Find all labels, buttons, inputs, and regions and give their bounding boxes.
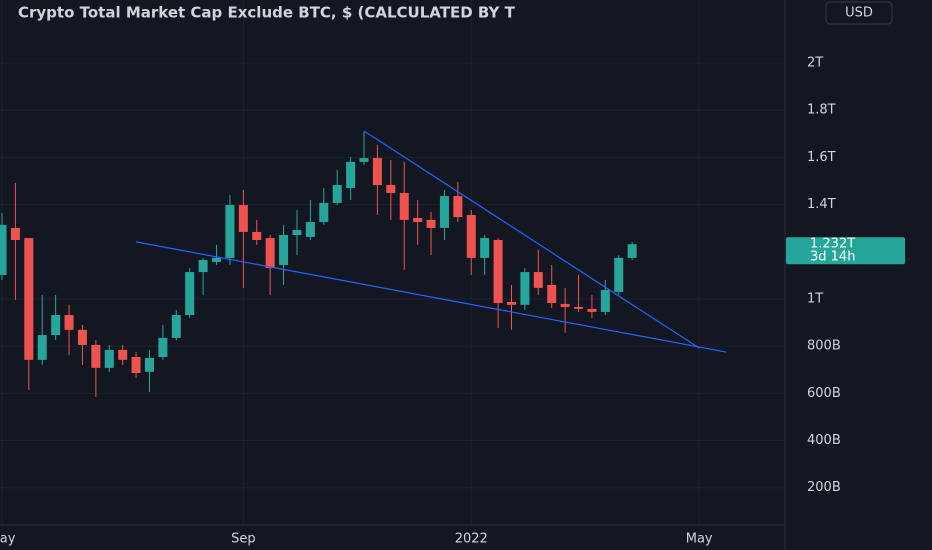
chart-title: Crypto Total Market Cap Exclude BTC, $ (… xyxy=(18,4,516,22)
last-price-tag xyxy=(786,237,905,265)
candle-body xyxy=(480,238,490,258)
candle-body xyxy=(292,230,302,236)
candle-body xyxy=(466,214,476,258)
x-tick-label: Sep xyxy=(231,532,256,547)
plot-area xyxy=(0,130,727,397)
candle-body xyxy=(614,257,624,292)
x-tick-label: May xyxy=(0,532,16,547)
candle-body xyxy=(359,158,369,162)
y-tick-label: 1T xyxy=(807,291,823,306)
y-tick-label: 600B xyxy=(807,386,841,401)
candle-body xyxy=(399,193,409,220)
last-price-label: 1.232T xyxy=(810,237,855,252)
candle-body xyxy=(533,272,543,288)
candle-body xyxy=(439,196,449,228)
candle-body xyxy=(520,272,530,305)
x-tick-label: May xyxy=(686,532,713,547)
candle-body xyxy=(386,184,396,194)
candle-body xyxy=(319,202,329,223)
candle-body xyxy=(305,222,315,237)
candle-body xyxy=(453,196,463,218)
grid xyxy=(0,0,785,525)
y-tick-label: 1.6T xyxy=(807,150,836,165)
y-tick-label: 800B xyxy=(807,339,841,354)
candle-body xyxy=(600,289,610,312)
candle-body xyxy=(413,218,423,223)
candle-body xyxy=(493,239,503,303)
candle-body xyxy=(51,315,61,336)
candle-body xyxy=(560,303,570,307)
candle-body xyxy=(158,337,168,357)
candle-body xyxy=(332,184,342,203)
candle-body xyxy=(225,205,235,258)
trendline xyxy=(135,241,727,353)
y-tick-label: 1.8T xyxy=(807,103,836,118)
candle-body xyxy=(212,257,222,262)
candle-body xyxy=(37,335,47,360)
candle-body xyxy=(131,357,141,374)
x-tick-label: 2022 xyxy=(455,532,488,547)
candle-body xyxy=(252,231,262,240)
trendline xyxy=(363,130,700,349)
y-tick-label: 400B xyxy=(807,433,841,448)
title-area: Crypto Total Market Cap Exclude BTC, $ (… xyxy=(18,4,516,22)
currency-button-label[interactable]: USD xyxy=(845,6,873,21)
candle-body xyxy=(587,308,597,312)
candle-body xyxy=(198,260,208,273)
y-tick-label: 200B xyxy=(807,480,841,495)
y-tick-label: 2T xyxy=(807,56,823,71)
countdown-label: 3d 14h xyxy=(810,250,855,265)
axes: 200B 400B 600B 800B 1T 1.4T 1.6T 1.8T 2T May Sep 20… xyxy=(0,56,905,547)
candle-body xyxy=(185,272,195,315)
candle-body xyxy=(547,285,557,303)
candle-body xyxy=(574,306,584,309)
candle-body xyxy=(104,349,114,368)
candle-body xyxy=(24,238,34,360)
candle-body xyxy=(171,315,181,338)
candle-body xyxy=(64,315,74,330)
candle-body xyxy=(118,349,128,360)
candle-body xyxy=(426,219,436,228)
candle-body xyxy=(372,158,382,185)
y-tick-label: 1.4T xyxy=(807,197,836,212)
candle-body xyxy=(279,235,289,265)
candle-body xyxy=(77,329,87,345)
candle-body xyxy=(627,244,637,258)
candle-body xyxy=(265,238,275,269)
candle-body xyxy=(346,161,356,189)
candle-body xyxy=(238,205,248,232)
currency-button[interactable] xyxy=(825,1,893,25)
candle-body xyxy=(144,357,154,372)
candle-body xyxy=(10,227,20,240)
candle-body xyxy=(506,302,516,305)
candle-body xyxy=(91,344,101,368)
candle-body xyxy=(0,224,7,275)
